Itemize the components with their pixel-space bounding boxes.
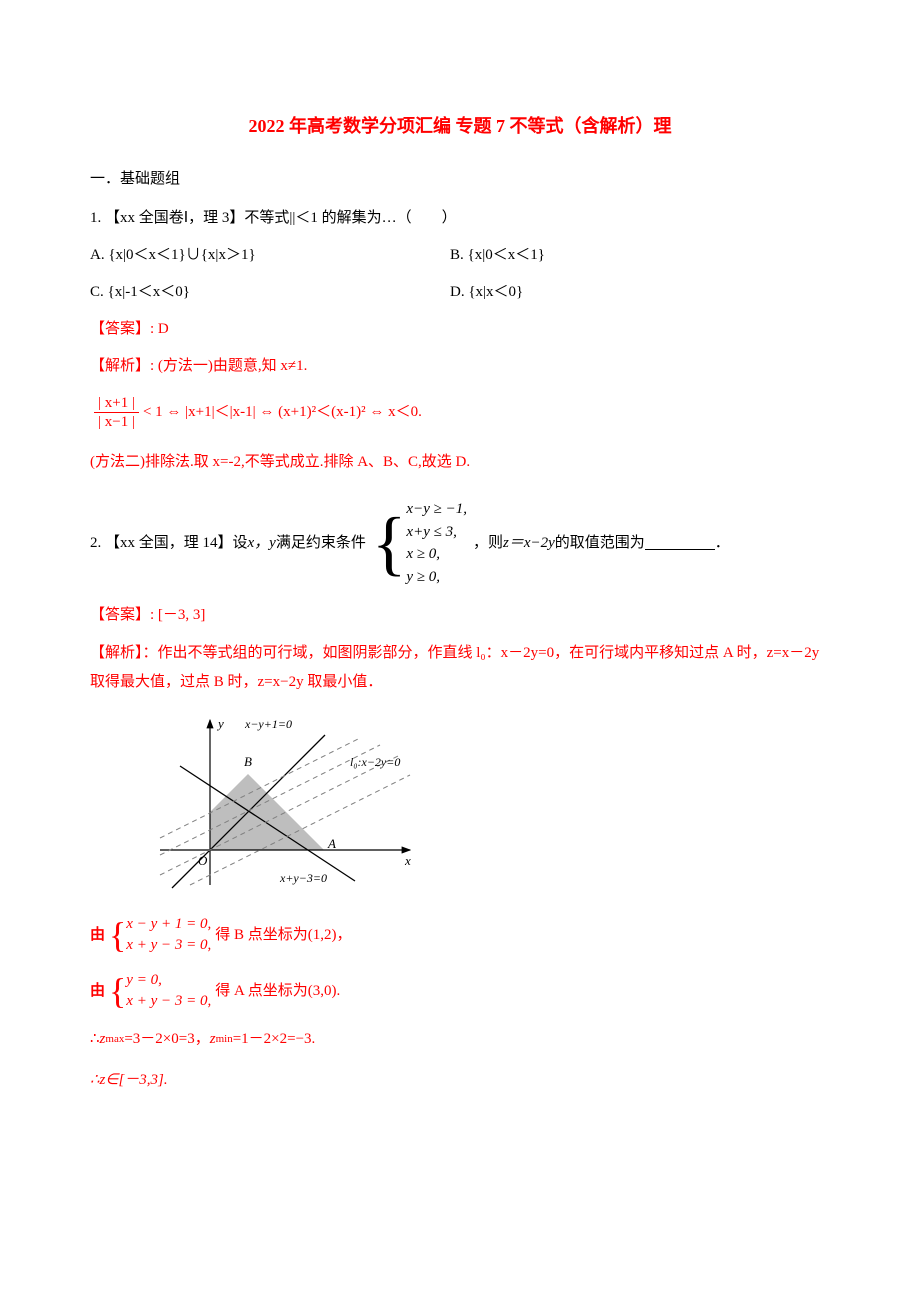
max-sub: max bbox=[105, 1030, 124, 1050]
p2-xy: x，y bbox=[248, 530, 276, 557]
label-O: O bbox=[198, 853, 208, 868]
constraint-3: x ≥ 0, bbox=[406, 543, 467, 566]
constraint-lines: x−y ≥ −1, x+y ≤ 3, x ≥ 0, y ≥ 0, bbox=[406, 498, 467, 588]
calc-end: =1－2×2=−3. bbox=[233, 1026, 316, 1053]
constraint-2: x+y ≤ 3, bbox=[406, 521, 467, 544]
analysis-1-line2-rest: < 1 ⇔ |x+1|＜|x-1| ⇔ (x+1)²＜(x-1)² ⇔ x＜0. bbox=[143, 399, 422, 426]
feasible-region bbox=[210, 774, 324, 850]
sys1-l2: x + y − 3 = 0, bbox=[126, 935, 211, 956]
final-text: ∴z∈[－3,3]. bbox=[90, 1072, 168, 1088]
fill-blank bbox=[645, 536, 715, 550]
p2-zexpr: z＝x−2y bbox=[503, 530, 555, 557]
page-title: 2022 年高考数学分项汇编 专题 7 不等式（含解析）理 bbox=[90, 110, 830, 142]
system-1: 由 { x − y + 1 = 0, x + y − 3 = 0, 得 B 点坐… bbox=[90, 914, 830, 956]
min-sub: min bbox=[216, 1030, 233, 1050]
graph-svg: A B O x y x−y+1=0 l₀:x−2y=0 x+y−3=0 bbox=[150, 710, 430, 890]
options-row-2: C. {x|-1＜x＜0} D. {x|x＜0} bbox=[90, 279, 830, 306]
options-row-1: A. {x|0＜x＜1}∪{x|x＞1} B. {x|0＜x＜1} bbox=[90, 242, 830, 269]
problem-1-stem: 1. 【xx 全国卷Ⅰ，理 3】不等式||＜1 的解集为…（ ） bbox=[90, 205, 830, 232]
constraint-1: x−y ≥ −1, bbox=[406, 498, 467, 521]
label-line1: x−y+1=0 bbox=[244, 717, 292, 731]
p2-post1: ，则 bbox=[473, 530, 503, 557]
p2-mid: 满足约束条件 bbox=[276, 530, 366, 557]
eq-system-2: { y = 0, x + y − 3 = 0, bbox=[109, 970, 211, 1012]
p2-pre: 2. 【xx 全国，理 14】设 bbox=[90, 530, 248, 557]
sys2-l2: x + y − 3 = 0, bbox=[126, 991, 211, 1012]
fraction-denominator: | x−1 | bbox=[94, 413, 139, 431]
sys1-l1: x − y + 1 = 0, bbox=[126, 914, 211, 935]
calc-mid: =3－2×0=3， bbox=[124, 1026, 209, 1053]
option-b: B. {x|0＜x＜1} bbox=[450, 242, 830, 269]
constraint-system: { x−y ≥ −1, x+y ≤ 3, x ≥ 0, y ≥ 0, bbox=[372, 498, 467, 588]
p2-post3: ． bbox=[715, 530, 730, 557]
label-line3: x+y−3=0 bbox=[279, 871, 327, 885]
option-a: A. {x|0＜x＜1}∪{x|x＞1} bbox=[90, 242, 450, 269]
system-2: 由 { y = 0, x + y − 3 = 0, 得 A 点坐标为(3,0). bbox=[90, 970, 830, 1012]
section-heading: 一．基础题组 bbox=[90, 166, 830, 193]
brace-icon: { bbox=[109, 970, 126, 1012]
label-x: x bbox=[404, 853, 411, 868]
p2-post2: 的取值范围为 bbox=[555, 530, 645, 557]
feasible-region-graph: A B O x y x−y+1=0 l₀:x−2y=0 x+y−3=0 bbox=[150, 710, 830, 900]
fraction-numerator: | x+1 | bbox=[94, 394, 139, 413]
label-y: y bbox=[216, 716, 224, 731]
option-d: D. {x|x＜0} bbox=[450, 279, 830, 306]
label-B: B bbox=[244, 754, 252, 769]
by-1: 由 bbox=[90, 922, 105, 949]
sys2-result: 得 A 点坐标为(3,0). bbox=[215, 978, 340, 1005]
answer-2: 【答案】: [－3, 3] bbox=[90, 602, 830, 629]
analysis-1-line1: 【解析】: (方法一)由题意,知 x≠1. bbox=[90, 353, 830, 380]
answer-1: 【答案】: D bbox=[90, 316, 830, 343]
brace-icon: { bbox=[372, 498, 407, 588]
label-A: A bbox=[327, 836, 336, 851]
option-c: C. {x|-1＜x＜0} bbox=[90, 279, 450, 306]
calc-line: ∴ z max =3－2×0=3， z min =1－2×2=−3. bbox=[90, 1026, 830, 1053]
eq-system-1: { x − y + 1 = 0, x + y − 3 = 0, bbox=[109, 914, 211, 956]
system-lines-2: y = 0, x + y − 3 = 0, bbox=[126, 970, 211, 1012]
analysis-1-line3: (方法二)排除法.取 x=-2,不等式成立.排除 A、B、C,故选 D. bbox=[90, 449, 830, 476]
sys1-result: 得 B 点坐标为(1,2)， bbox=[215, 922, 351, 949]
by-2: 由 bbox=[90, 978, 105, 1005]
analysis-2-line1: 【解析】：作出不等式组的可行域，如图阴影部分，作直线 l₀：x－2y=0，在可行… bbox=[90, 639, 830, 696]
calc-pre: ∴ bbox=[90, 1026, 100, 1053]
sys2-l1: y = 0, bbox=[126, 970, 211, 991]
analysis-1-line2: | x+1 | | x−1 | < 1 ⇔ |x+1|＜|x-1| ⇔ (x+1… bbox=[90, 394, 830, 431]
fraction: | x+1 | | x−1 | bbox=[94, 394, 139, 431]
constraint-4: y ≥ 0, bbox=[406, 566, 467, 589]
system-lines-1: x − y + 1 = 0, x + y − 3 = 0, bbox=[126, 914, 211, 956]
label-line2: l₀:x−2y=0 bbox=[350, 755, 400, 769]
brace-icon: { bbox=[109, 914, 126, 956]
problem-2-stem: 2. 【xx 全国，理 14】设 x，y 满足约束条件 { x−y ≥ −1, … bbox=[90, 498, 830, 588]
final-line: ∴z∈[－3,3]. bbox=[90, 1067, 830, 1094]
